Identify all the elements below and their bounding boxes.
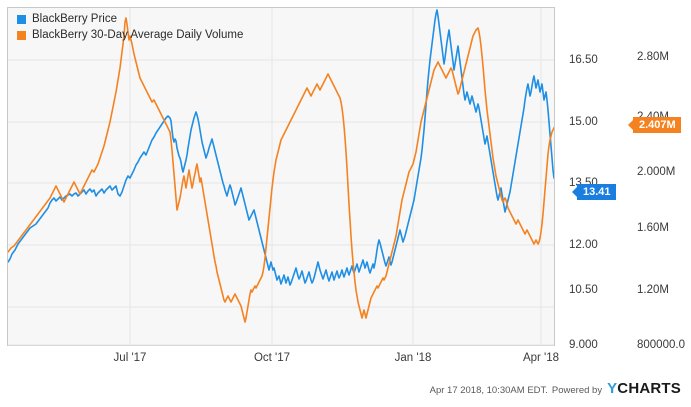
y-right-tick: 1.60M [637, 222, 669, 234]
legend-item-volume[interactable]: BlackBerry 30-Day Average Daily Volume [17, 28, 243, 43]
legend-label-volume: BlackBerry 30-Day Average Daily Volume [32, 29, 244, 41]
y-right-tick: 2.000M [637, 166, 676, 178]
legend-item-price[interactable]: BlackBerry Price [17, 12, 243, 27]
y-left-tick: 9.000 [569, 339, 598, 351]
price-value-badge: 13.41 [572, 184, 616, 200]
ycharts-logo: YCHARTS [607, 381, 681, 396]
plot-area [7, 7, 555, 346]
x-tick: Jul '17 [113, 352, 147, 364]
x-tick: Oct '17 [253, 352, 291, 364]
ycharts-logo-y: Y [607, 380, 618, 397]
legend-swatch-icon [17, 15, 26, 24]
y-left-tick: 10.50 [569, 284, 598, 296]
x-tick: Apr '18 [522, 352, 560, 364]
legend-swatch-icon [17, 31, 26, 40]
footer-powered-by: Powered by [551, 385, 603, 396]
y-right-tick: 800000.0 [637, 339, 685, 351]
y-right-tick: 2.80M [637, 51, 669, 63]
x-tick: Jan '18 [394, 352, 432, 364]
volume-value-badge: 2.407M [628, 117, 681, 133]
footer-timestamp: Apr 17 2018, 10:30AM EDT. [429, 385, 548, 396]
y-left-tick: 15.00 [569, 116, 598, 128]
chart-legend: BlackBerry Price BlackBerry 30-Day Avera… [17, 12, 243, 44]
y-left-tick: 16.50 [569, 54, 598, 66]
ycharts-logo-charts: CHARTS [617, 380, 681, 397]
y-left-tick: 12.00 [569, 239, 598, 251]
y-right-tick: 1.20M [637, 284, 669, 296]
legend-label-price: BlackBerry Price [32, 13, 117, 25]
chart-footer: Apr 17 2018, 10:30AM EDT. Powered by YCH… [430, 381, 681, 396]
